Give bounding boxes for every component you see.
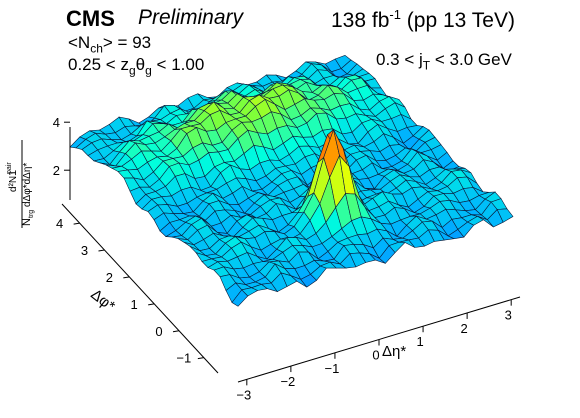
phi-tick [197,357,204,360]
surface-cell [496,208,514,223]
experiment-label: CMS [66,6,115,31]
luminosity-label: 138 fb-1 (pp 13 TeV) [331,7,515,33]
zg-sub: g [128,63,136,78]
eta-tick-label: 2 [461,321,468,336]
phi-tick [172,330,180,333]
lumi-value: 138 fb [331,9,390,32]
phi-axis-line [61,203,219,374]
eta-tick-label: 0 [372,348,379,363]
zg-pre: 0.25 < z [68,55,129,74]
eta-axis-label: Δη* [382,343,406,360]
nch-sub: ch [90,41,103,56]
phi-tick [148,303,155,306]
phi-tick [123,276,130,279]
nch-value: > = 93 [102,33,152,52]
nch-text: <N [68,33,91,52]
status-label: Preliminary [138,6,244,29]
phi-tick-label: −1 [176,351,191,366]
phi-tick-label: 4 [56,216,63,231]
phi-tick [73,222,80,225]
lumi-energy: (pp 13 TeV) [406,9,515,32]
z-tick-label: 4 [53,115,60,130]
jt-pre: 0.3 < j [376,50,423,69]
z-axis-title-part: d²N [8,176,19,192]
z-axis-title-part: pair [6,162,13,174]
surface-mesh [69,54,514,307]
phi-tick-label: 1 [131,297,138,312]
phi-tick-label: 0 [155,324,162,339]
zg-post: < 1.00 [156,55,205,74]
eta-tick-label: −3 [236,387,251,402]
eta-tick-label: 1 [416,334,423,349]
z-axis-title-part: trg [28,210,35,218]
z-axis-title-part: dΔφ*dΔη* [22,163,33,207]
phi-tick-label: 2 [106,270,113,285]
phi-tick [98,249,105,252]
zg-range-label: 0.25 < zgθg < 1.00 [68,55,204,77]
z-axis-title-part: N [21,218,33,226]
z-tick-label: 2 [53,163,60,178]
z-axis-title-part: 1 [7,170,19,176]
jt-post: < 3.0 GeV [434,50,512,69]
multiplicity-label: <Nch> = 93 [68,33,151,55]
jt-sub: T [422,58,431,73]
jt-range-label: 0.3 < jT < 3.0 GeV [376,50,512,72]
theta-symbol: θ [135,55,146,74]
phi-tick-label: 3 [81,243,88,258]
eta-tick-label: 3 [505,308,512,323]
theta-sub: g [145,63,152,78]
eta-tick-label: −1 [325,361,340,376]
phi-axis-label: Δφ* [87,286,118,315]
eta-tick-label: −2 [280,374,295,389]
lumi-exponent: -1 [389,7,401,22]
